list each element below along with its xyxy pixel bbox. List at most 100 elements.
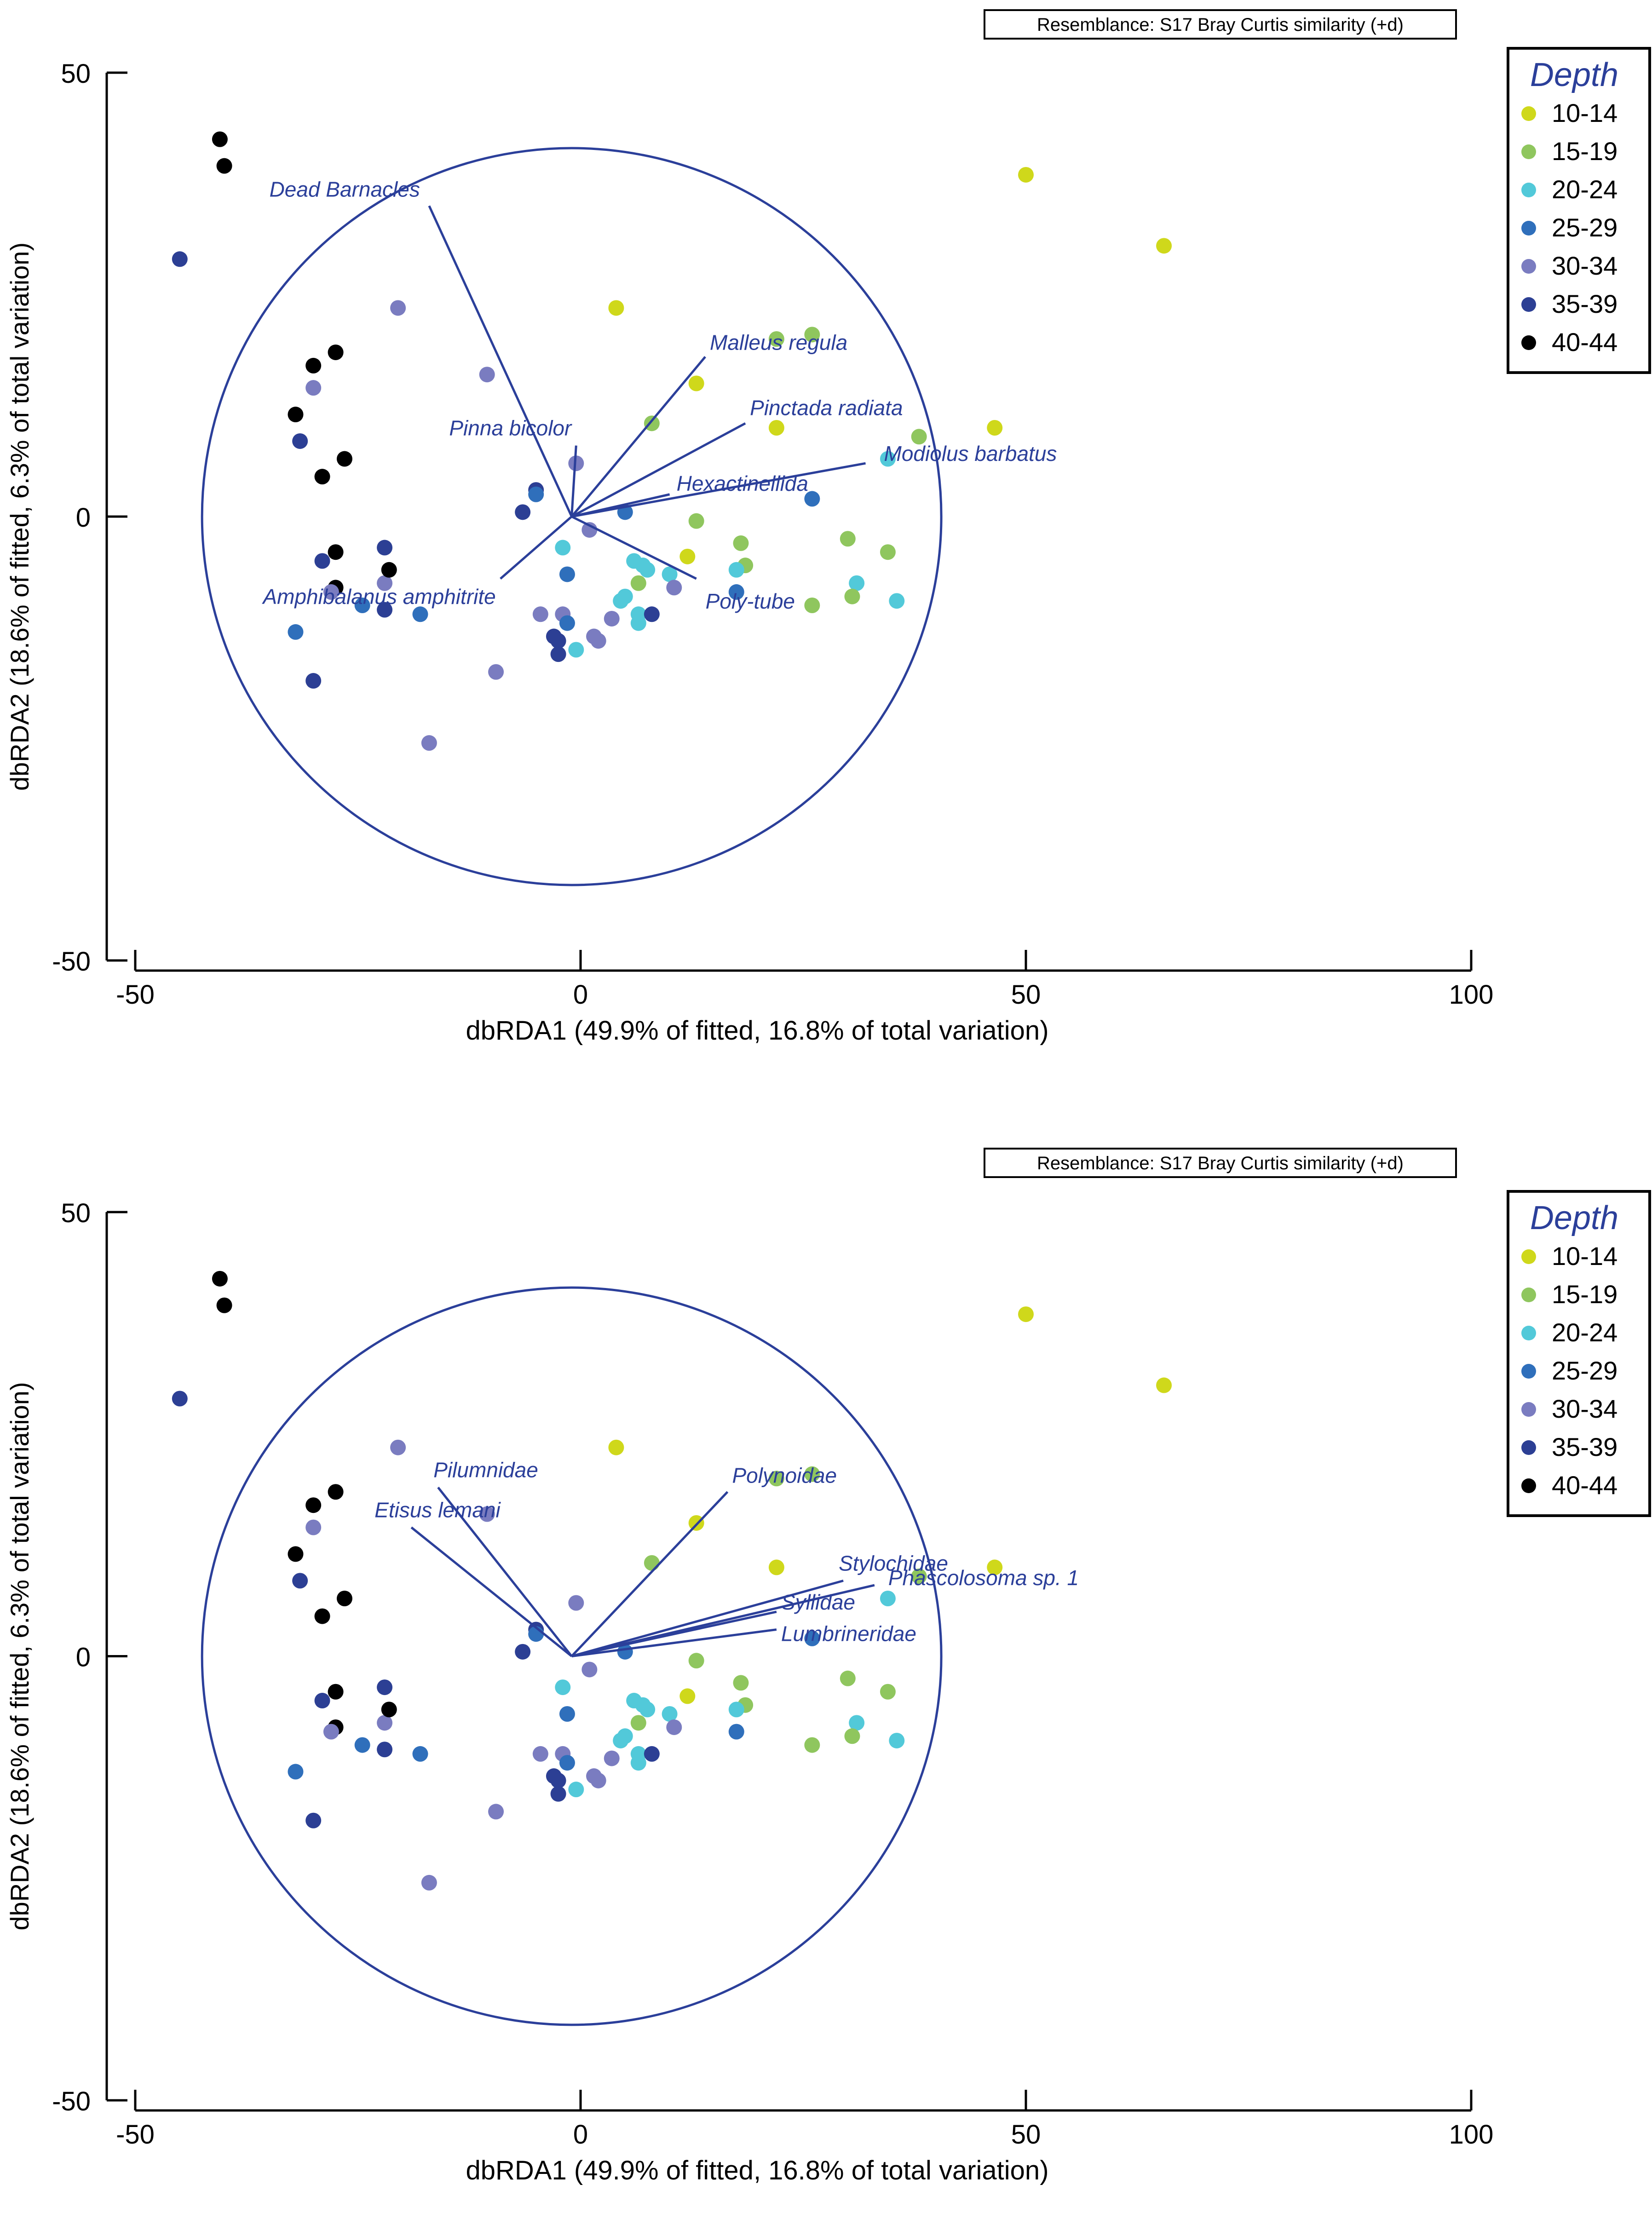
bottom-panel: Resemblance: S17 Bray Curtis similarity … bbox=[5, 1148, 1651, 2185]
data-point bbox=[488, 664, 504, 680]
data-point bbox=[630, 1755, 646, 1771]
correlation-circle bbox=[201, 1286, 943, 2026]
data-point bbox=[849, 1715, 865, 1731]
y-tick-label: -50 bbox=[52, 2087, 91, 2116]
vector-line bbox=[571, 1579, 844, 1657]
data-point bbox=[528, 486, 544, 502]
data-point bbox=[630, 1715, 646, 1731]
legend-marker bbox=[1521, 1364, 1536, 1379]
legend-title: Depth bbox=[1530, 1200, 1618, 1236]
data-point bbox=[550, 1786, 566, 1802]
data-point bbox=[288, 407, 304, 423]
data-point bbox=[613, 1732, 629, 1748]
data-point bbox=[305, 1519, 322, 1535]
vector-label: Malleus regula bbox=[710, 331, 847, 355]
legend-label: 10-14 bbox=[1552, 1242, 1617, 1270]
x-axis-label: dbRDA1 (49.9% of fitted, 16.8% of total … bbox=[466, 2156, 1048, 2185]
data-point bbox=[314, 1693, 330, 1709]
data-point bbox=[581, 522, 598, 538]
legend-label: 15-19 bbox=[1552, 137, 1617, 166]
legend-title: Depth bbox=[1530, 57, 1618, 93]
data-point bbox=[354, 1737, 370, 1753]
data-point bbox=[840, 531, 856, 547]
data-point bbox=[666, 580, 682, 596]
data-point bbox=[987, 1559, 1003, 1575]
data-point bbox=[666, 1719, 682, 1735]
data-point bbox=[644, 1746, 660, 1762]
data-point bbox=[630, 575, 646, 591]
data-point bbox=[688, 1653, 704, 1669]
vector-label: Pinna bicolor bbox=[449, 416, 572, 440]
legend-label: 25-29 bbox=[1552, 213, 1617, 242]
vector-label: Pilumnidae bbox=[433, 1458, 538, 1482]
legend-marker bbox=[1521, 297, 1536, 312]
data-point bbox=[212, 1270, 228, 1287]
data-point bbox=[608, 300, 624, 316]
resemblance-box bbox=[984, 1148, 1457, 1178]
data-point bbox=[550, 646, 566, 662]
data-point bbox=[733, 1675, 749, 1691]
x-tick-label: 0 bbox=[573, 980, 588, 1010]
data-point bbox=[305, 357, 322, 374]
data-point bbox=[172, 251, 188, 267]
data-point bbox=[532, 1746, 548, 1762]
data-point bbox=[889, 1732, 905, 1748]
data-point bbox=[555, 540, 571, 556]
x-axis-label: dbRDA1 (49.9% of fitted, 16.8% of total … bbox=[466, 1016, 1048, 1046]
legend-label: 25-29 bbox=[1552, 1356, 1617, 1385]
x-tick-label: 50 bbox=[1011, 980, 1041, 1010]
data-point bbox=[987, 420, 1003, 436]
legend-label: 40-44 bbox=[1552, 1471, 1617, 1500]
y-tick-label: -50 bbox=[52, 947, 91, 977]
data-point bbox=[768, 331, 784, 347]
data-point bbox=[377, 1715, 393, 1731]
resemblance-label: Resemblance: S17 Bray Curtis similarity … bbox=[1037, 1153, 1404, 1173]
y-axis-label: dbRDA2 (18.6% of fitted, 6.3% of total v… bbox=[5, 1382, 34, 1930]
legend-marker bbox=[1521, 144, 1536, 159]
data-point bbox=[305, 1812, 322, 1828]
vector-line bbox=[410, 1526, 573, 1657]
vector-line bbox=[571, 493, 670, 518]
data-point bbox=[559, 1706, 575, 1722]
data-point bbox=[377, 575, 393, 591]
data-point bbox=[804, 327, 820, 343]
legend-label: 35-39 bbox=[1552, 1432, 1617, 1461]
x-tick-label: -50 bbox=[116, 980, 155, 1010]
data-point bbox=[479, 367, 495, 383]
data-point bbox=[768, 1471, 784, 1487]
data-point bbox=[323, 1724, 339, 1740]
y-tick-label: 50 bbox=[61, 1198, 91, 1228]
data-point bbox=[288, 1546, 304, 1562]
vector-line bbox=[571, 1628, 777, 1657]
data-point bbox=[768, 420, 784, 436]
data-point bbox=[305, 380, 322, 396]
data-point bbox=[328, 1684, 344, 1700]
data-point bbox=[840, 1670, 856, 1686]
data-point bbox=[288, 1764, 304, 1780]
data-point bbox=[1018, 1306, 1034, 1322]
vector-line bbox=[570, 1491, 729, 1657]
legend-marker bbox=[1521, 106, 1536, 121]
data-point bbox=[216, 158, 232, 174]
data-point bbox=[515, 1644, 531, 1660]
vector-label: Etisus lemani bbox=[374, 1498, 501, 1522]
data-point bbox=[639, 1702, 656, 1718]
data-point bbox=[639, 562, 656, 578]
data-point bbox=[488, 1804, 504, 1820]
data-point bbox=[590, 633, 606, 649]
data-point bbox=[421, 1874, 437, 1891]
data-point bbox=[292, 433, 308, 449]
data-point bbox=[880, 1590, 896, 1606]
data-point bbox=[390, 300, 406, 316]
resemblance-box bbox=[984, 9, 1457, 40]
data-point bbox=[604, 610, 620, 627]
data-point bbox=[532, 606, 548, 622]
data-point bbox=[1018, 167, 1034, 183]
data-point bbox=[212, 131, 228, 147]
data-point bbox=[590, 1772, 606, 1788]
data-point bbox=[421, 735, 437, 751]
data-point bbox=[644, 1555, 660, 1571]
data-point bbox=[679, 548, 696, 564]
data-point bbox=[377, 1742, 393, 1758]
legend-label: 15-19 bbox=[1552, 1280, 1617, 1309]
